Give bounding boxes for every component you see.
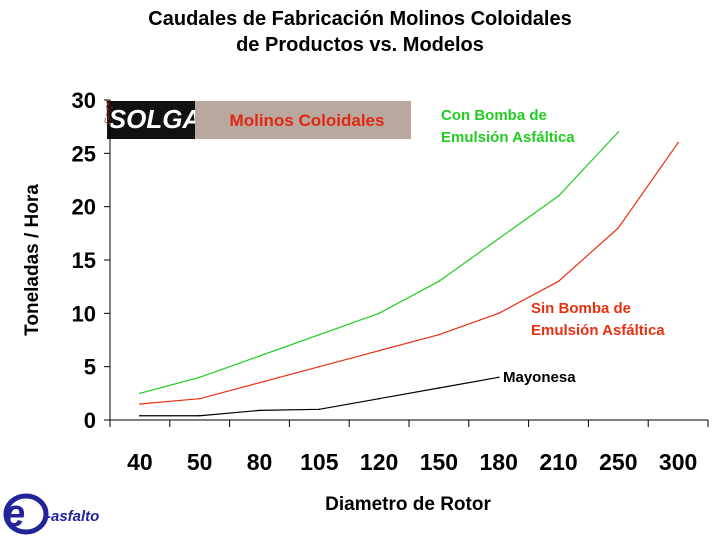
chart-title-line-2: de Productos vs. Modelos: [236, 34, 484, 56]
series-point-1: [139, 403, 141, 405]
solga-logo-text: SOLGA: [109, 104, 201, 134]
series-point-0: [617, 131, 620, 133]
e-asfalto-logo-text: -asfalto: [46, 508, 99, 525]
series-label-2: Mayonesa: [503, 369, 576, 386]
x-tick-label: 150: [420, 449, 458, 475]
solga-logo: Grupo SOLGA: [103, 99, 201, 139]
series-point-0: [318, 333, 321, 336]
series-label-1: Emulsión Asfáltica: [531, 322, 665, 339]
y-tick-label: 0: [84, 408, 96, 433]
series-point-2: [497, 376, 500, 379]
series-label-1: Sin Bomba de: [531, 300, 631, 317]
series-point-2: [318, 408, 321, 411]
solga-logo-box: [107, 101, 195, 139]
series-point-1: [677, 141, 679, 144]
product-banner-box: [195, 101, 411, 139]
series-point-1: [198, 397, 201, 400]
x-tick-label: 105: [300, 449, 339, 475]
y-tick-label: 10: [72, 301, 96, 326]
y-tick-label: 5: [84, 355, 96, 380]
x-tick-label: 250: [599, 449, 637, 475]
e-asfalto-logo-mark: [3, 493, 49, 535]
x-tick-label: 210: [539, 449, 577, 475]
series-point-0: [557, 195, 560, 197]
x-ticks: 40 50 80 105 120 150 180 210 250 300: [109, 420, 709, 475]
series-point-1: [617, 227, 620, 229]
x-tick-label: 50: [187, 449, 213, 475]
series-label-0: Con Bomba de: [441, 107, 547, 124]
series-point-2: [438, 387, 440, 389]
y-axis-label: Toneladas / Hora: [22, 184, 43, 336]
series-point-0: [258, 355, 261, 357]
series-line-0: [139, 131, 619, 394]
y-tick-label: 20: [72, 195, 96, 220]
x-tick-label: 300: [659, 449, 697, 475]
e-asfalto-logo: e -asfalto e-asfalto: [3, 493, 99, 535]
series-group: [139, 131, 679, 417]
series-point-0: [438, 280, 440, 283]
product-banner-text: Molinos Coloidales: [230, 111, 385, 130]
series-point-1: [258, 381, 261, 384]
y-tick-label: 15: [72, 248, 96, 273]
x-tick-label: 180: [480, 449, 518, 475]
chart-title-line-1: Caudales de Fabricación Molinos Coloidal…: [148, 8, 572, 30]
series-point-1: [378, 349, 380, 352]
series-point-0: [198, 376, 201, 379]
series-label-0: Emulsión Asfáltica: [441, 129, 575, 146]
y-tick-label: 30: [72, 88, 96, 113]
y-tick-label: 25: [72, 141, 96, 166]
series-point-1: [438, 333, 440, 336]
product-banner: Molinos Coloidales: [195, 101, 411, 139]
series-point-0: [378, 312, 380, 315]
series-labels: Con Bomba de Emulsión Asfáltica Sin Bomba …: [441, 107, 665, 386]
y-ticks: 0 5 10 15 20 25 30: [72, 88, 110, 433]
series-point-0: [139, 392, 141, 395]
x-axis-label: Diametro de Rotor: [325, 494, 491, 515]
series-point-2: [198, 414, 201, 417]
series-line-1: [139, 142, 679, 405]
series-point-0: [497, 237, 500, 240]
series-point-1: [318, 365, 321, 368]
series-point-2: [139, 414, 141, 417]
x-tick-label: 80: [247, 449, 273, 475]
x-tick-label: 40: [127, 449, 153, 475]
series-point-2: [258, 409, 261, 412]
series-point-1: [557, 280, 560, 283]
series-point-1: [497, 312, 500, 315]
chart-title: Caudales de Fabricación Molinos Coloidal…: [0, 6, 720, 58]
x-tick-label: 120: [360, 449, 398, 475]
solga-logo-small-text: Grupo: [103, 99, 113, 124]
e-asfalto-logo-e: e: [4, 493, 25, 535]
series-point-2: [378, 397, 380, 400]
